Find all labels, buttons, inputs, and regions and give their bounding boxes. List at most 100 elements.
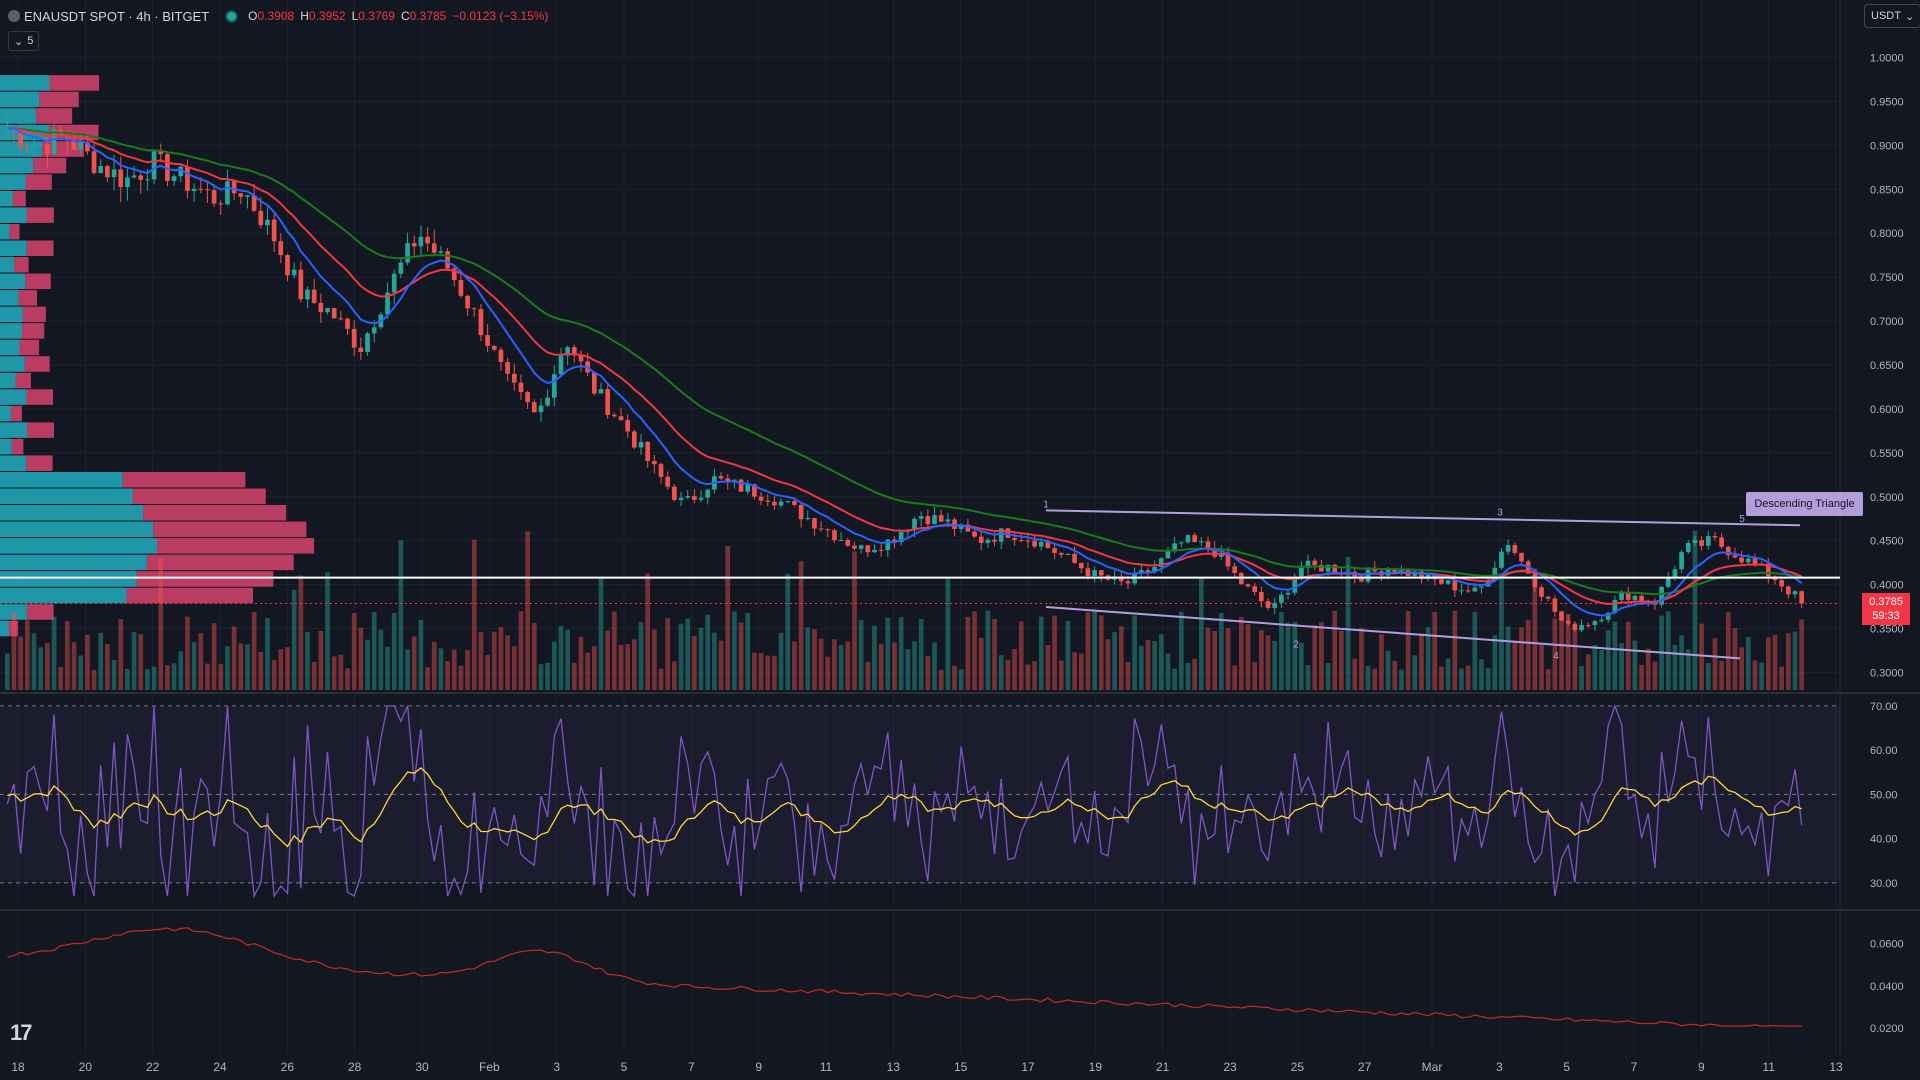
time-axis-label: 22: [146, 1060, 160, 1074]
volume-bar: [632, 639, 637, 690]
volume-bar: [1072, 652, 1077, 690]
volume-bar: [685, 618, 691, 690]
volume-bar: [872, 625, 877, 690]
volume-bar: [91, 669, 97, 690]
volume-bar: [1545, 669, 1551, 690]
time-axis-label: Mar: [1422, 1060, 1443, 1074]
volume-bar: [825, 656, 831, 690]
candle-body: [1425, 573, 1431, 579]
volume-bar: [1345, 556, 1351, 690]
candle-body: [952, 519, 957, 529]
volume-bar: [138, 634, 144, 690]
volume-bar: [972, 611, 977, 690]
price-axis-label: 0.3500: [1870, 624, 1904, 636]
volume-bar: [1132, 615, 1137, 690]
volume-profile-down-bar: [9, 223, 20, 240]
pattern-point-label: 5: [1739, 514, 1745, 525]
candle-body: [1312, 560, 1318, 565]
volume-bar: [285, 647, 290, 690]
volume-bar: [732, 611, 737, 690]
candle-body: [645, 441, 651, 462]
volume-bar: [1219, 613, 1224, 690]
volume-bar: [645, 573, 651, 690]
volume-bar: [1385, 650, 1391, 690]
volume-bar: [1532, 568, 1538, 690]
candle-body: [18, 130, 24, 147]
volume-profile-down-bar: [33, 157, 67, 174]
indicator-axis-label: 0.0600: [1870, 939, 1904, 951]
volume-bar: [1405, 611, 1411, 690]
volume-bar: [1712, 638, 1718, 690]
price-axis-label: 0.9000: [1870, 140, 1904, 152]
volume-bar: [978, 637, 984, 690]
ema-mid-line: [7, 127, 1803, 606]
volume-bar: [1212, 631, 1218, 690]
volume-profile-up-bar: [0, 505, 144, 521]
volume-bar: [605, 630, 611, 690]
candle-body: [151, 151, 157, 180]
candle-body: [772, 501, 777, 506]
volume-bar: [1519, 627, 1524, 690]
currency-select[interactable]: USDT ⌄: [1864, 4, 1920, 28]
volume-bar: [118, 619, 124, 690]
price-axis-label: 0.9500: [1870, 96, 1904, 108]
candle-body: [91, 151, 97, 174]
time-axis-label: 3: [1496, 1060, 1503, 1074]
candle-body: [478, 309, 484, 336]
candle-body: [1272, 602, 1278, 608]
volume-bar: [71, 642, 77, 690]
volume-bar: [758, 653, 764, 690]
volume-profile-down-bar: [39, 91, 79, 108]
volume-bar: [1012, 648, 1017, 690]
volume-bar: [1299, 642, 1304, 690]
candle-body: [825, 529, 831, 531]
volume-bar: [1078, 653, 1084, 690]
candle-body: [191, 188, 197, 191]
volume-bar: [1165, 653, 1171, 690]
volume-bar: [531, 622, 537, 690]
indicators-toggle-button[interactable]: ⌄ 5: [8, 31, 40, 51]
volume-bar: [345, 668, 350, 690]
volume-bar: [378, 629, 384, 690]
volume-bar: [618, 644, 624, 690]
volume-bar: [51, 616, 57, 690]
tradingview-logo[interactable]: 17: [10, 1020, 33, 1045]
volume-profile-up-bar: [0, 405, 11, 422]
candle-body: [778, 501, 784, 506]
volume-bar: [832, 639, 837, 690]
pattern-label[interactable]: Descending Triangle: [1746, 492, 1863, 516]
candle-body: [1285, 592, 1291, 595]
volume-bar: [1665, 611, 1671, 690]
candle-body: [158, 151, 164, 155]
volume-bar: [1572, 630, 1578, 690]
volume-bar: [1045, 644, 1051, 690]
volume-profile-down-bar: [19, 339, 40, 356]
volume-bar: [658, 668, 664, 690]
candle-body: [1165, 551, 1171, 559]
time-axis-label: 5: [1563, 1060, 1570, 1074]
candle-body: [1699, 540, 1704, 546]
candle-body: [1605, 612, 1611, 620]
symbol-title[interactable]: ENAUSDT SPOT · 4h · BITGET: [24, 8, 210, 24]
volume-profile-up-bar: [0, 587, 127, 604]
volume-bar: [538, 664, 544, 690]
volume-bar: [765, 655, 771, 690]
volume-bar: [1472, 611, 1478, 690]
volume-profile-down-bar: [18, 290, 38, 306]
candle-body: [918, 516, 924, 519]
candle-body: [1299, 567, 1304, 579]
candle-body: [1152, 566, 1157, 573]
volume-profile-up-bar: [0, 571, 137, 587]
volume-bar: [31, 633, 37, 690]
volume-bar: [1479, 659, 1484, 690]
volume-profile-up-bar: [0, 257, 15, 273]
volume-bar: [998, 655, 1004, 690]
volume-bar: [918, 618, 924, 690]
time-axis-label: 30: [415, 1060, 429, 1074]
candle-body: [138, 175, 144, 180]
candle-body: [1252, 586, 1258, 592]
candle-body: [118, 169, 124, 188]
candle-body: [98, 166, 104, 174]
pattern-point-label: 4: [1553, 651, 1559, 662]
